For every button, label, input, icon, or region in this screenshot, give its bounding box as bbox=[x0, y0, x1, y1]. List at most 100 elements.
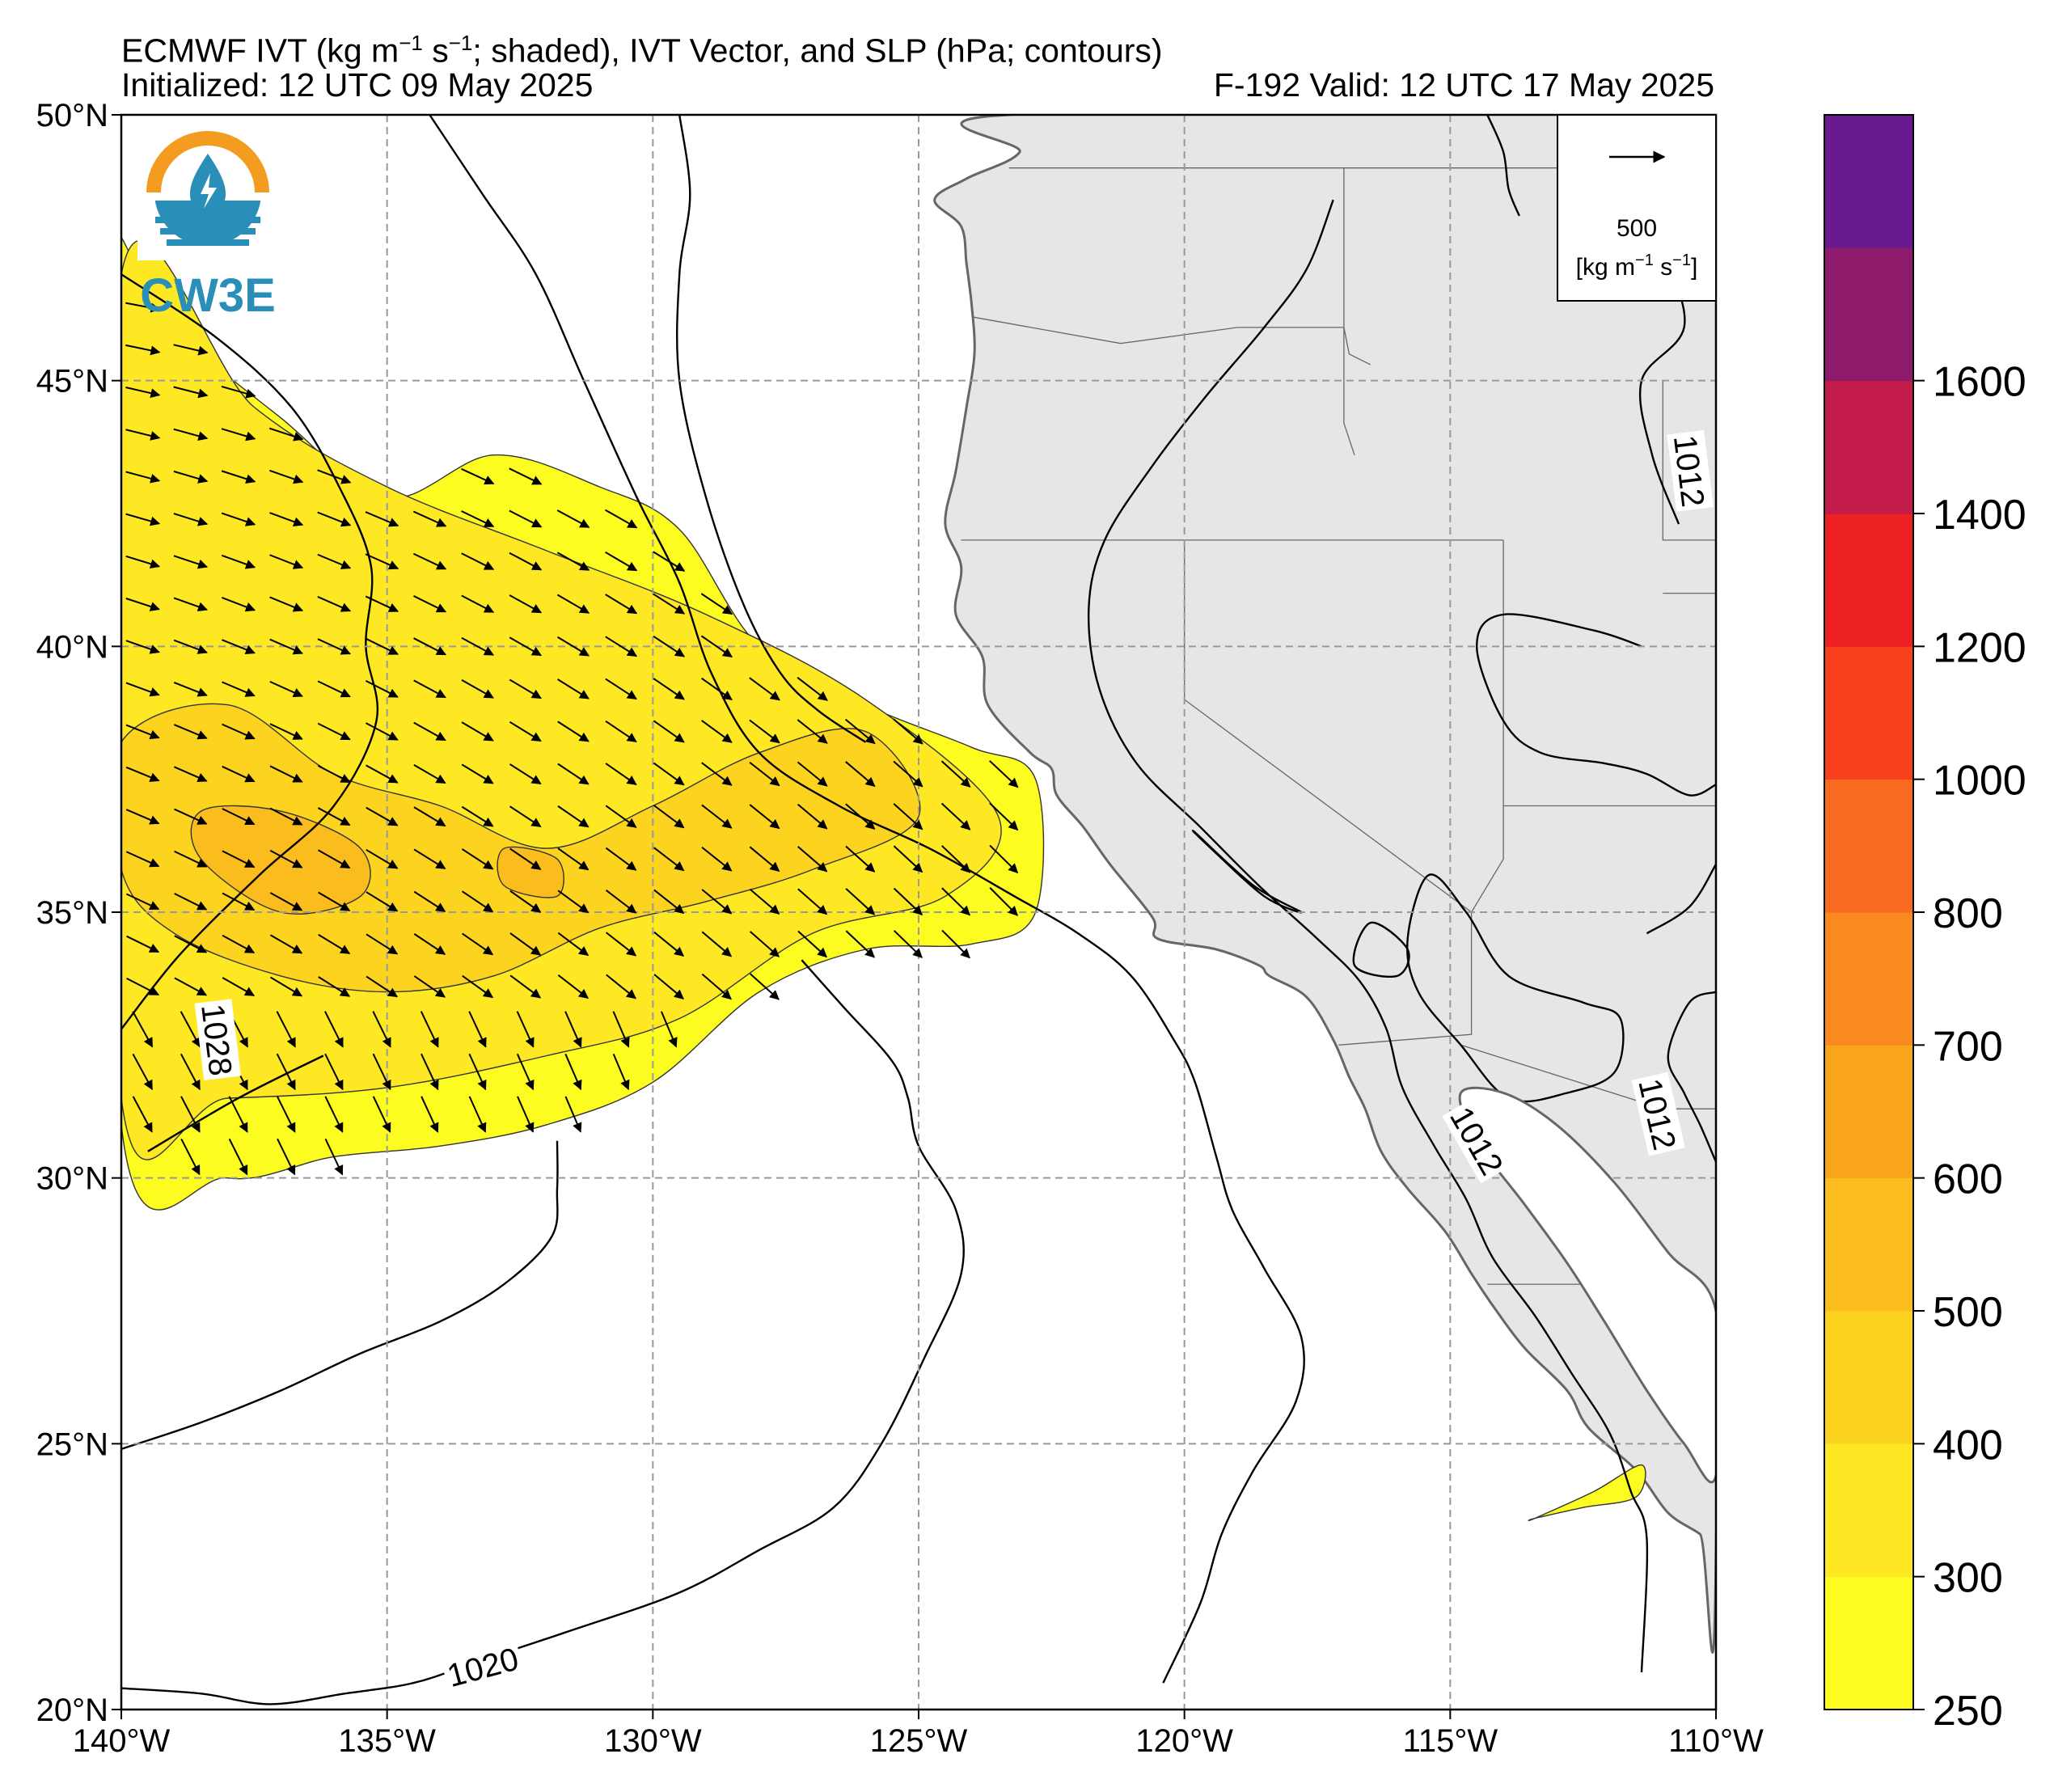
ivt-vector-arrow bbox=[132, 1011, 154, 1048]
ivt-vector-arrow bbox=[989, 802, 1019, 831]
state-border bbox=[1343, 167, 1355, 455]
slp-contour-line bbox=[1486, 115, 1520, 217]
ivt-vector-arrow bbox=[132, 1096, 153, 1133]
ivt-vector-arrow bbox=[797, 930, 828, 958]
ivt-vector-arrow bbox=[174, 893, 208, 911]
colorbar-tick-label: 400 bbox=[1933, 1422, 2003, 1469]
colorbar-segment bbox=[1824, 1443, 1913, 1578]
slp-contour-line bbox=[1087, 199, 1649, 1673]
ivt-vector-arrow bbox=[125, 344, 161, 356]
ivt-vector-arrow bbox=[797, 719, 828, 744]
ivt-vector-arrow bbox=[605, 720, 637, 743]
ivt-vector-arrow bbox=[269, 807, 303, 826]
ivt-vector-arrow bbox=[557, 932, 590, 957]
ivt-vector-arrow bbox=[269, 892, 303, 911]
ivt-vector-arrow bbox=[317, 764, 351, 784]
ivt-vector-arrow bbox=[269, 469, 304, 484]
ivt-vector-arrow bbox=[468, 1096, 487, 1133]
slp-contour-line bbox=[429, 115, 1305, 1684]
ivt-vector-arrow bbox=[180, 1138, 201, 1176]
ivt-vector-arrow bbox=[844, 718, 876, 745]
ivt-vector-arrow bbox=[317, 807, 351, 826]
slp-label-1012: 1012 bbox=[1667, 429, 1714, 512]
ivt-vector-arrow bbox=[276, 1053, 296, 1091]
ivt-vector-arrow bbox=[413, 637, 446, 656]
ivt-vector-arrow bbox=[509, 594, 543, 614]
slp-label-1028: 1028 bbox=[194, 999, 241, 1081]
ivt-vector-arrow bbox=[605, 847, 637, 871]
ivt-vector-arrow bbox=[173, 681, 208, 697]
ivt-vector-arrow bbox=[421, 1053, 439, 1091]
ivt-vector-arrow bbox=[413, 595, 447, 613]
colorbar-segment bbox=[1824, 380, 1913, 514]
ivt-vector-arrow bbox=[222, 977, 256, 996]
x-tick-label: 120°W bbox=[1135, 1723, 1233, 1759]
ivt-vector-arrow bbox=[413, 764, 446, 784]
ivt-vector-arrow bbox=[557, 805, 590, 828]
ivt-vector-arrow bbox=[556, 594, 590, 614]
ivt-vector-arrow bbox=[701, 804, 733, 829]
colorbar-segment bbox=[1824, 646, 1913, 780]
ivt-vector-arrow bbox=[461, 679, 494, 699]
ivt-vector-arrow bbox=[605, 805, 637, 828]
ivt-vector-arrow bbox=[269, 723, 303, 740]
ivt-vector-arrow bbox=[556, 636, 590, 657]
ivt-vector-arrow bbox=[461, 510, 495, 528]
slp-contour-line bbox=[121, 1140, 559, 1451]
colorbar-tick-label: 500 bbox=[1933, 1289, 2003, 1336]
y-tick-label: 40°N bbox=[36, 629, 108, 665]
slp-contours bbox=[121, 115, 1716, 1705]
ivt-vector-arrow bbox=[125, 809, 160, 825]
ivt-vector-arrow bbox=[749, 761, 780, 787]
ivt-vector-arrow bbox=[509, 763, 542, 785]
grid-lines bbox=[121, 115, 1716, 1710]
ivt-vector-arrow bbox=[222, 639, 256, 655]
ivt-vector-arrow bbox=[509, 636, 543, 657]
ivt-vector-arrow bbox=[413, 806, 446, 827]
ivt-vector-arrow bbox=[365, 553, 399, 570]
colorbar-tick-label: 250 bbox=[1933, 1688, 2003, 1735]
ivt-vector-arrow bbox=[173, 597, 208, 612]
ivt-vector-arrow bbox=[269, 849, 303, 869]
ivt-vector-arrow bbox=[612, 1054, 630, 1091]
ivt-vector-arrow bbox=[509, 932, 542, 956]
ivt-vector-arrow bbox=[749, 804, 780, 830]
ivt-vector-arrow bbox=[372, 1096, 391, 1133]
ivt-vector-arrow bbox=[701, 846, 733, 872]
ivt-vector-arrow bbox=[941, 887, 971, 916]
ivt-vector-arrow bbox=[173, 428, 209, 442]
ivt-vector-arrow bbox=[653, 635, 686, 657]
ivt-vector-arrow bbox=[174, 766, 208, 783]
ivt-vector-arrow bbox=[845, 845, 876, 873]
ivt-vector-arrow bbox=[750, 973, 780, 1000]
y-tick-label: 50°N bbox=[36, 98, 108, 133]
slp-label-text: 1012 bbox=[1667, 433, 1711, 509]
colorbar-segment bbox=[1824, 115, 1913, 248]
ivt-vector-arrow bbox=[605, 763, 637, 785]
ivt-vector-arrow bbox=[653, 847, 685, 872]
ivt-vector-arrow bbox=[222, 934, 256, 954]
ivt-vector-arrow bbox=[221, 512, 256, 526]
ivt-vector-arrow bbox=[605, 636, 638, 657]
ivt-vector-arrow bbox=[221, 554, 256, 569]
ivt-vector-arrow bbox=[893, 803, 923, 830]
ivt-region-500 bbox=[497, 846, 564, 898]
x-tick-label: 115°W bbox=[1403, 1723, 1498, 1759]
ivt-vector-arrow bbox=[893, 845, 923, 873]
ivt-vector-arrow bbox=[509, 805, 542, 827]
ivt-vector-arrow bbox=[317, 638, 351, 655]
colorbar-segment bbox=[1824, 1576, 1913, 1710]
x-tick-label: 135°W bbox=[338, 1723, 436, 1759]
axis-ticks: 140°W 135°W 130°W 125°W 120°W 115°W 110°W 20°N 2… bbox=[36, 98, 1764, 1759]
ivt-vector-arrow bbox=[228, 1096, 248, 1133]
ivt-vector-arrow bbox=[421, 1096, 439, 1133]
ivt-vector-arrow bbox=[317, 511, 352, 527]
ivt-vector-arrow bbox=[749, 677, 780, 701]
ivt-vector-arrow bbox=[893, 887, 923, 916]
ivt-vector-arrow bbox=[749, 846, 780, 872]
ivt-vector-arrow bbox=[941, 929, 970, 959]
chart-title: ECMWF IVT (kg m−1 s−1; shaded), IVT Vect… bbox=[121, 31, 1163, 70]
ivt-vector-arrow bbox=[605, 594, 638, 615]
ivt-vector-arrow bbox=[653, 551, 686, 572]
